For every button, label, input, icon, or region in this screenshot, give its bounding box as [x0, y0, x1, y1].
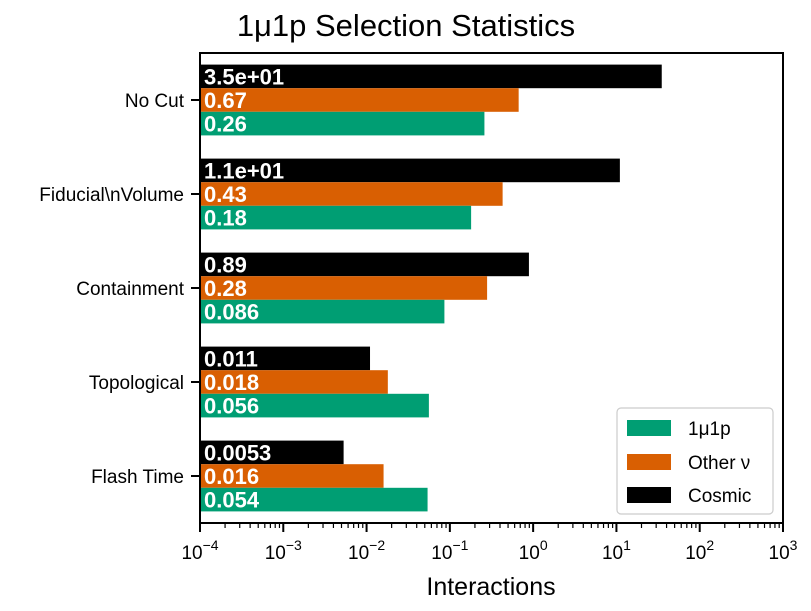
- data-label: 1.1e+01: [204, 158, 284, 183]
- y-axis: No Cut Fiducial\nVolume Containment Topolog…: [39, 91, 200, 488]
- x-tick-label: 102: [685, 537, 714, 564]
- bar-1-1p-flash-time: [200, 487, 428, 512]
- data-label: 0.28: [204, 276, 247, 301]
- x-tick-label: 10−4: [181, 537, 218, 564]
- data-label: 3.5e+01: [204, 64, 284, 89]
- data-label: 0.89: [204, 252, 247, 277]
- x-tick-label: 100: [519, 537, 548, 564]
- bar-cosmic-containment: [200, 252, 529, 277]
- data-label: 0.054: [204, 488, 260, 513]
- bar-1-1p-topological: [200, 393, 429, 418]
- data-label: 0.0053: [204, 440, 271, 465]
- legend-label-1: 1μ1p: [688, 419, 731, 440]
- bar-other-containment: [200, 276, 488, 300]
- y-tick-label: Flash Time: [91, 467, 184, 488]
- x-tick-label: 103: [769, 537, 798, 564]
- legend-label-2: Other ν: [688, 453, 750, 474]
- data-label: 0.43: [204, 182, 247, 207]
- data-label: 0.26: [204, 112, 247, 137]
- y-tick-label: Containment: [76, 279, 184, 300]
- data-labels-group: 3.5e+010.670.261.1e+010.430.180.890.280.…: [204, 64, 284, 512]
- bar-cosmic-flash-time: [200, 440, 344, 465]
- legend-label-3: Cosmic: [688, 486, 751, 507]
- x-tick-label: 101: [602, 537, 631, 564]
- data-label: 0.086: [204, 300, 259, 325]
- x-axis: 10−4 10−3 10−2 10−1 100 101 102 103: [181, 523, 798, 564]
- x-tick-label: 10−2: [348, 537, 385, 564]
- x-tick-label: 10−1: [431, 537, 468, 564]
- chart-title: 1μ1p Selection Statistics: [237, 8, 575, 43]
- legend-swatch-2: [627, 454, 671, 470]
- bar-1-1p-containment: [200, 299, 445, 324]
- bar-cosmic-topological: [200, 346, 371, 371]
- data-label: 0.056: [204, 394, 259, 419]
- data-label: 0.67: [204, 88, 247, 113]
- x-tick-label: 10−3: [265, 537, 302, 564]
- y-tick-label: Fiducial\nVolume: [39, 185, 184, 206]
- bar-cosmic-no-cut: [200, 64, 662, 89]
- bar-other-no-cut: [200, 88, 519, 112]
- y-tick-label: No Cut: [125, 91, 185, 112]
- bar-other-flash-time: [200, 464, 384, 488]
- data-label: 0.016: [204, 464, 259, 489]
- legend-swatch-1: [627, 420, 671, 436]
- bar-other-topological: [200, 370, 388, 394]
- data-label: 0.018: [204, 370, 259, 395]
- bar-1-1p-no-cut: [200, 111, 485, 136]
- data-label: 0.011: [204, 346, 258, 371]
- bars-group: [200, 64, 662, 512]
- bar-cosmic-fiducial-nvolume: [200, 158, 620, 183]
- y-tick-label: Topological: [89, 373, 184, 394]
- data-label: 0.18: [204, 206, 247, 231]
- bar-1-1p-fiducial-nvolume: [200, 205, 472, 230]
- legend-swatch-3: [627, 487, 671, 503]
- x-axis-label: Interactions: [426, 573, 555, 601]
- bar-other-fiducial-nvolume: [200, 182, 503, 206]
- legend: 1μ1p Other ν Cosmic: [616, 407, 774, 515]
